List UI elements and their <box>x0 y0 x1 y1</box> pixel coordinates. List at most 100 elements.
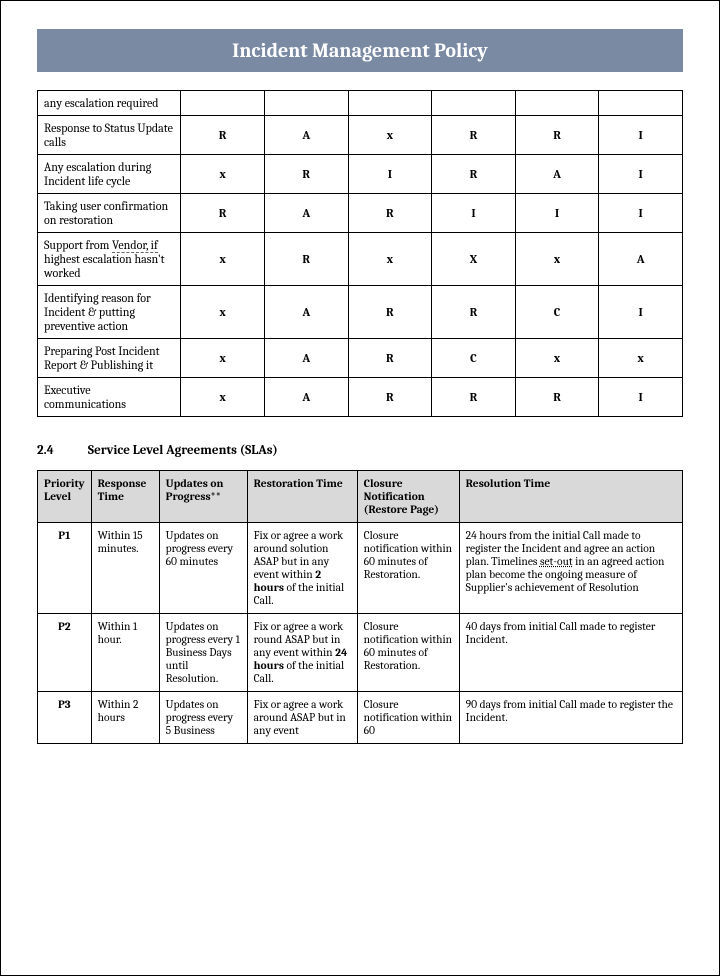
priority-level: P1 <box>38 523 92 614</box>
raci-cell: X <box>432 233 516 286</box>
sla-header: Resolution Time <box>459 471 682 523</box>
raci-cell: A <box>264 286 348 339</box>
updates-on-progress: Updates on progress every 5 Business <box>159 692 247 744</box>
sla-header: Restoration Time <box>247 471 357 523</box>
table-row: Response to Status Update callsRAxRRI <box>38 116 683 155</box>
priority-level: P2 <box>38 614 92 692</box>
raci-cell: I <box>599 116 683 155</box>
raci-cell: x <box>515 233 599 286</box>
raci-activity: Identifying reason for Incident & puttin… <box>38 286 181 339</box>
raci-activity: Response to Status Update calls <box>38 116 181 155</box>
raci-activity: Any escalation during Incident life cycl… <box>38 155 181 194</box>
raci-cell: I <box>599 378 683 417</box>
raci-cell: R <box>348 194 432 233</box>
raci-cell: I <box>599 286 683 339</box>
table-row: Identifying reason for Incident & puttin… <box>38 286 683 339</box>
section-number: 2.4 <box>37 443 85 458</box>
raci-cell: x <box>181 378 265 417</box>
raci-cell: R <box>432 116 516 155</box>
raci-cell: x <box>181 155 265 194</box>
raci-cell: R <box>181 116 265 155</box>
raci-cell: R <box>515 378 599 417</box>
raci-cell: R <box>181 194 265 233</box>
priority-level: P3 <box>38 692 92 744</box>
table-row: P3Within 2 hoursUpdates on progress ever… <box>38 692 683 744</box>
table-row: P1Within 15 minutes.Updates on progress … <box>38 523 683 614</box>
raci-activity: any escalation required <box>38 91 181 116</box>
updates-on-progress: Updates on progress every 60 minutes <box>159 523 247 614</box>
restoration-time: Fix or agree a work round ASAP but in an… <box>247 614 357 692</box>
table-row: Preparing Post Incident Report & Publish… <box>38 339 683 378</box>
resolution-time: 24 hours from the initial Call made to r… <box>459 523 682 614</box>
closure-notification: Closure notification within 60 minutes o… <box>357 614 459 692</box>
raci-cell <box>264 91 348 116</box>
response-time: Within 1 hour. <box>91 614 159 692</box>
response-time: Within 2 hours <box>91 692 159 744</box>
sla-header: Updates on Progress** <box>159 471 247 523</box>
raci-cell <box>515 91 599 116</box>
raci-cell: A <box>264 378 348 417</box>
raci-cell <box>432 91 516 116</box>
raci-cell: x <box>181 233 265 286</box>
table-row: Any escalation during Incident life cycl… <box>38 155 683 194</box>
raci-cell: R <box>432 378 516 417</box>
section-heading: 2.4 Service Level Agreements (SLAs) <box>37 443 683 458</box>
updates-on-progress: Updates on progress every 1 Business Day… <box>159 614 247 692</box>
sla-table: Priority LevelResponse TimeUpdates on Pr… <box>37 470 683 744</box>
raci-cell: A <box>515 155 599 194</box>
closure-notification: Closure notification within 60 minutes o… <box>357 523 459 614</box>
table-row: P2Within 1 hour.Updates on progress ever… <box>38 614 683 692</box>
sla-header: Closure Notification (Restore Page) <box>357 471 459 523</box>
raci-activity: Executive communications <box>38 378 181 417</box>
sla-header: Priority Level <box>38 471 92 523</box>
sla-header: Response Time <box>91 471 159 523</box>
restoration-time: Fix or agree a work around solution ASAP… <box>247 523 357 614</box>
raci-cell: x <box>599 339 683 378</box>
response-time: Within 15 minutes. <box>91 523 159 614</box>
closure-notification: Closure notification within 60 <box>357 692 459 744</box>
sla-body: P1Within 15 minutes.Updates on progress … <box>38 523 683 744</box>
raci-body: any escalation requiredResponse to Statu… <box>38 91 683 417</box>
raci-cell: A <box>264 194 348 233</box>
sla-header-row: Priority LevelResponse TimeUpdates on Pr… <box>38 471 683 523</box>
raci-table: any escalation requiredResponse to Statu… <box>37 90 683 417</box>
raci-cell: I <box>348 155 432 194</box>
section-title: Service Level Agreements (SLAs) <box>88 443 278 458</box>
document-page: Incident Management Policy any escalatio… <box>0 0 720 976</box>
raci-cell: I <box>599 155 683 194</box>
raci-cell: A <box>599 233 683 286</box>
raci-cell: C <box>432 339 516 378</box>
raci-cell: x <box>348 233 432 286</box>
raci-cell: C <box>515 286 599 339</box>
table-row: any escalation required <box>38 91 683 116</box>
raci-activity: Preparing Post Incident Report & Publish… <box>38 339 181 378</box>
raci-cell <box>181 91 265 116</box>
resolution-time: 40 days from initial Call made to regist… <box>459 614 682 692</box>
table-row: Taking user confirmation on restorationR… <box>38 194 683 233</box>
raci-cell: R <box>348 286 432 339</box>
raci-activity: Support from Vendor, if highest escalati… <box>38 233 181 286</box>
restoration-time: Fix or agree a work around ASAP but in a… <box>247 692 357 744</box>
raci-cell: R <box>515 116 599 155</box>
raci-cell <box>348 91 432 116</box>
raci-cell: A <box>264 116 348 155</box>
raci-cell: R <box>348 378 432 417</box>
page-title: Incident Management Policy <box>37 29 683 72</box>
table-row: Support from Vendor, if highest escalati… <box>38 233 683 286</box>
raci-cell: x <box>181 286 265 339</box>
raci-cell: R <box>432 286 516 339</box>
raci-cell: x <box>348 116 432 155</box>
raci-cell: A <box>264 339 348 378</box>
raci-cell: R <box>432 155 516 194</box>
raci-cell: I <box>432 194 516 233</box>
resolution-time: 90 days from initial Call made to regist… <box>459 692 682 744</box>
raci-cell: R <box>348 339 432 378</box>
table-row: Executive communicationsxARRRI <box>38 378 683 417</box>
raci-cell <box>599 91 683 116</box>
raci-activity: Taking user confirmation on restoration <box>38 194 181 233</box>
raci-cell: x <box>515 339 599 378</box>
raci-cell: R <box>264 233 348 286</box>
raci-cell: x <box>181 339 265 378</box>
raci-cell: I <box>515 194 599 233</box>
raci-cell: R <box>264 155 348 194</box>
